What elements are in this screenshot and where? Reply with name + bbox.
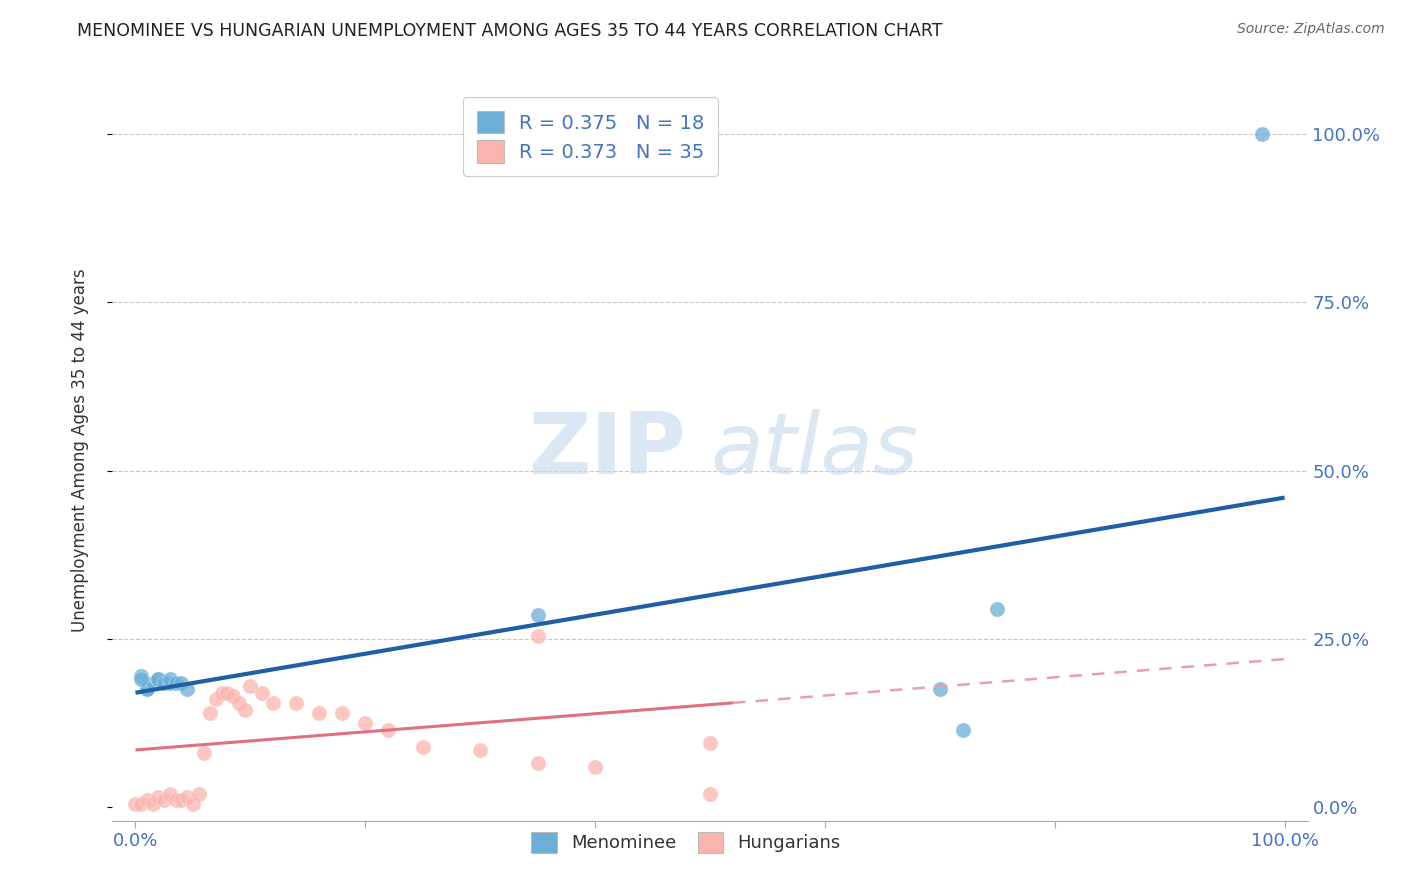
Text: Source: ZipAtlas.com: Source: ZipAtlas.com	[1237, 22, 1385, 37]
Point	[153, 675, 176, 690]
Point	[377, 723, 399, 737]
Legend: Menominee, Hungarians: Menominee, Hungarians	[520, 821, 852, 863]
Point	[217, 686, 239, 700]
Point	[228, 696, 250, 710]
Point	[170, 675, 193, 690]
Point	[354, 716, 377, 731]
Point	[239, 679, 262, 693]
Point	[136, 682, 159, 697]
Point	[165, 675, 187, 690]
Point	[136, 793, 159, 807]
Point	[699, 736, 721, 750]
Point	[124, 797, 146, 811]
Point	[187, 787, 209, 801]
Point	[285, 696, 308, 710]
Point	[159, 673, 181, 687]
Point	[148, 673, 170, 687]
Point	[129, 797, 152, 811]
Text: MENOMINEE VS HUNGARIAN UNEMPLOYMENT AMONG AGES 35 TO 44 YEARS CORRELATION CHART: MENOMINEE VS HUNGARIAN UNEMPLOYMENT AMON…	[77, 22, 943, 40]
Point	[142, 797, 165, 811]
Point	[142, 675, 165, 690]
Point	[159, 787, 181, 801]
Point	[193, 747, 215, 761]
Point	[986, 601, 1008, 615]
Point	[526, 756, 548, 771]
Point	[222, 689, 245, 703]
Point	[470, 743, 492, 757]
Point	[136, 682, 159, 697]
Point	[412, 739, 434, 754]
Point	[330, 706, 353, 720]
Point	[129, 669, 152, 683]
Point	[952, 723, 974, 737]
Point	[148, 790, 170, 805]
Point	[262, 696, 284, 710]
Point	[205, 692, 228, 706]
Point	[526, 608, 548, 623]
Point	[176, 682, 198, 697]
Point	[170, 793, 193, 807]
Point	[928, 682, 950, 697]
Point	[526, 629, 548, 643]
Point	[211, 686, 233, 700]
Y-axis label: Unemployment Among Ages 35 to 44 years: Unemployment Among Ages 35 to 44 years	[70, 268, 89, 632]
Point	[148, 673, 170, 687]
Point	[129, 673, 152, 687]
Point	[583, 760, 606, 774]
Point	[1250, 127, 1272, 141]
Point	[165, 793, 187, 807]
Text: ZIP: ZIP	[529, 409, 686, 492]
Point	[308, 706, 330, 720]
Text: atlas: atlas	[710, 409, 918, 492]
Point	[233, 703, 256, 717]
Point	[153, 793, 176, 807]
Point	[159, 675, 181, 690]
Point	[181, 797, 204, 811]
Point	[176, 790, 198, 805]
Point	[250, 686, 273, 700]
Point	[699, 787, 721, 801]
Point	[198, 706, 221, 720]
